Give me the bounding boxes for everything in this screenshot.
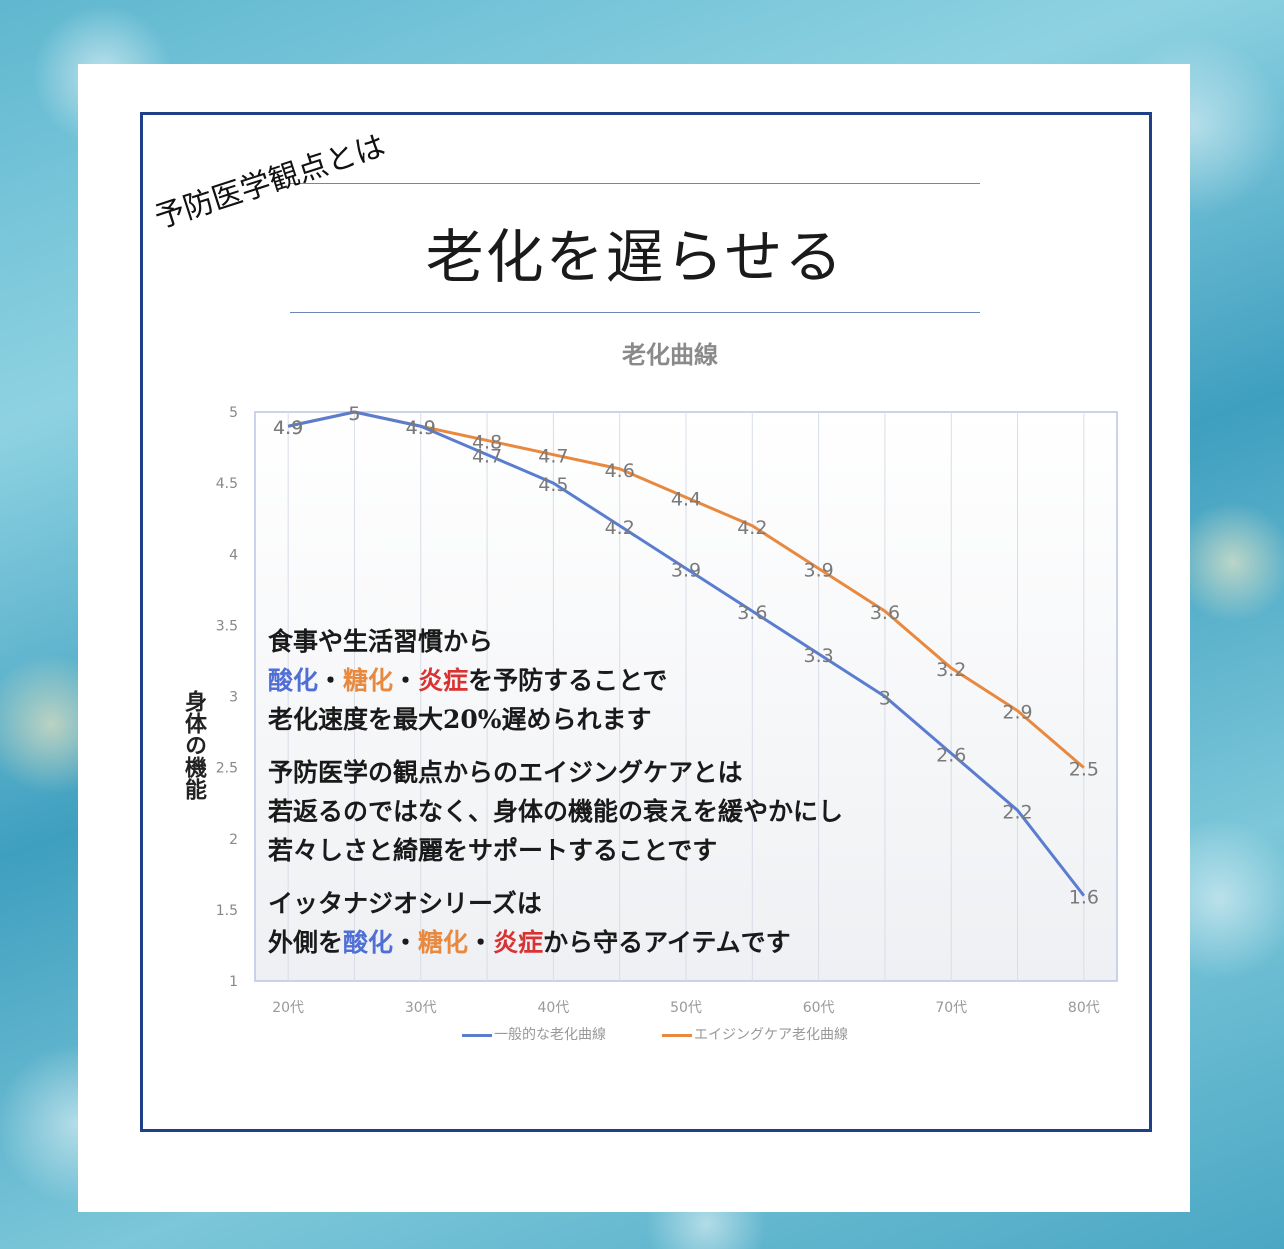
p2-line1: 予防医学の観点からのエイジングケアとは <box>268 758 743 787</box>
x-tick-label: 40代 <box>537 1000 569 1016</box>
p3-line2-pre: 外側を <box>268 928 344 957</box>
x-tick-label: 50代 <box>670 1000 702 1016</box>
legend-swatch-general <box>462 1033 492 1037</box>
data-label: 4.4 <box>671 488 701 510</box>
content-frame <box>140 112 1152 1132</box>
paragraph-2: 予防医学の観点からのエイジングケアとは 若返るのではなく、身体の機能の衰えを緩や… <box>268 753 968 870</box>
legend-label-aging-care: エイジングケア老化曲線 <box>694 1027 848 1043</box>
chart-title: 老化曲線 <box>622 341 718 369</box>
p1-line2: 酸化・糖化・炎症を予防することで <box>268 661 968 700</box>
series-line-general <box>287 410 1086 897</box>
title-rule-top <box>290 183 980 184</box>
data-label: 5 <box>348 403 360 425</box>
y-tick-label: 5 <box>229 405 238 421</box>
data-label: 4.2 <box>737 517 767 539</box>
x-tick-label: 30代 <box>405 1000 437 1016</box>
data-label: 3.9 <box>671 559 701 581</box>
chart-legend: 一般的な老化曲線 エイジングケア老化曲線 <box>462 1024 922 1044</box>
y-tick-label: 2 <box>229 832 238 848</box>
y-tick-label: 1 <box>229 974 238 990</box>
separator: ・ <box>393 928 419 957</box>
x-tick-label: 60代 <box>803 1000 835 1016</box>
data-label: 4.2 <box>605 517 635 539</box>
p3-line2: 外側を酸化・糖化・炎症から守るアイテムです <box>268 923 968 962</box>
legend-swatch-aging-care <box>662 1033 692 1037</box>
keyword-inflammation: 炎症 <box>493 928 544 957</box>
x-tick-label: 70代 <box>935 1000 967 1016</box>
data-label: 4.5 <box>538 474 568 496</box>
explanation-text: 食事や生活習慣から 酸化・糖化・炎症を予防することで 老化速度を最大20%遅めら… <box>268 622 968 976</box>
x-tick-label: 80代 <box>1068 1000 1100 1016</box>
data-label: 3.6 <box>737 602 767 624</box>
data-label: 4.6 <box>605 460 635 482</box>
data-label: 4.8 <box>472 431 502 453</box>
page-title: 老化を遅らせる <box>425 223 845 291</box>
y-tick-label: 3.5 <box>216 618 238 634</box>
separator: ・ <box>468 928 494 957</box>
keyword-oxidation: 酸化 <box>268 666 319 695</box>
y-axis-label: 身体の機能 <box>181 690 206 800</box>
data-label: 2.5 <box>1069 759 1099 781</box>
y-tick-label: 4.5 <box>216 476 238 492</box>
data-label: 4.9 <box>406 417 436 439</box>
data-label: 5 <box>348 403 360 425</box>
p1-line3: 老化速度を最大20%遅められます <box>268 705 652 734</box>
separator: ・ <box>393 666 419 695</box>
keyword-inflammation: 炎症 <box>418 666 469 695</box>
x-tick-label: 20代 <box>272 1000 304 1016</box>
data-label: 2.2 <box>1002 801 1032 823</box>
separator: ・ <box>318 666 344 695</box>
data-label: 4.9 <box>406 417 436 439</box>
y-tick-label: 3 <box>229 690 238 706</box>
data-label: 3.9 <box>804 559 834 581</box>
data-label: 3.6 <box>870 602 900 624</box>
p3-line2-rest: から守るアイテムです <box>543 928 791 957</box>
data-label: 2.9 <box>1002 702 1032 724</box>
title-rule-bottom <box>290 312 980 313</box>
data-label: 4.9 <box>273 417 303 439</box>
y-tick-label: 2.5 <box>216 761 238 777</box>
data-label: 4.7 <box>538 446 568 468</box>
data-label: 1.6 <box>1069 887 1099 909</box>
legend-item-aging-care: エイジングケア老化曲線 <box>662 1024 848 1044</box>
data-label: 3.3 <box>804 645 834 667</box>
legend-label-general: 一般的な老化曲線 <box>494 1027 606 1043</box>
data-label: 3.2 <box>936 659 966 681</box>
data-label: 4.7 <box>472 446 502 468</box>
legend-item-general: 一般的な老化曲線 <box>462 1024 606 1044</box>
p1-line1: 食事や生活習慣から <box>268 627 494 656</box>
p2-line3: 若々しさと綺麗をサポートすることです <box>268 836 718 865</box>
y-tick-label: 1.5 <box>216 903 238 919</box>
keyword-glycation: 糖化 <box>343 666 394 695</box>
data-label: 3 <box>879 688 891 710</box>
data-label: 4.9 <box>273 417 303 439</box>
keyword-glycation: 糖化 <box>418 928 469 957</box>
data-label: 2.6 <box>936 744 966 766</box>
paragraph-1: 食事や生活習慣から 酸化・糖化・炎症を予防することで 老化速度を最大20%遅めら… <box>268 622 968 739</box>
p2-line2: 若返るのではなく、身体の機能の衰えを緩やかにし <box>268 797 844 826</box>
p1-line2-rest: を予防することで <box>468 666 668 695</box>
y-tick-label: 4 <box>229 547 238 563</box>
paragraph-3: イッタナジオシリーズは 外側を酸化・糖化・炎症から守るアイテムです <box>268 884 968 962</box>
keyword-oxidation: 酸化 <box>343 928 394 957</box>
p3-line1: イッタナジオシリーズは <box>268 889 542 918</box>
